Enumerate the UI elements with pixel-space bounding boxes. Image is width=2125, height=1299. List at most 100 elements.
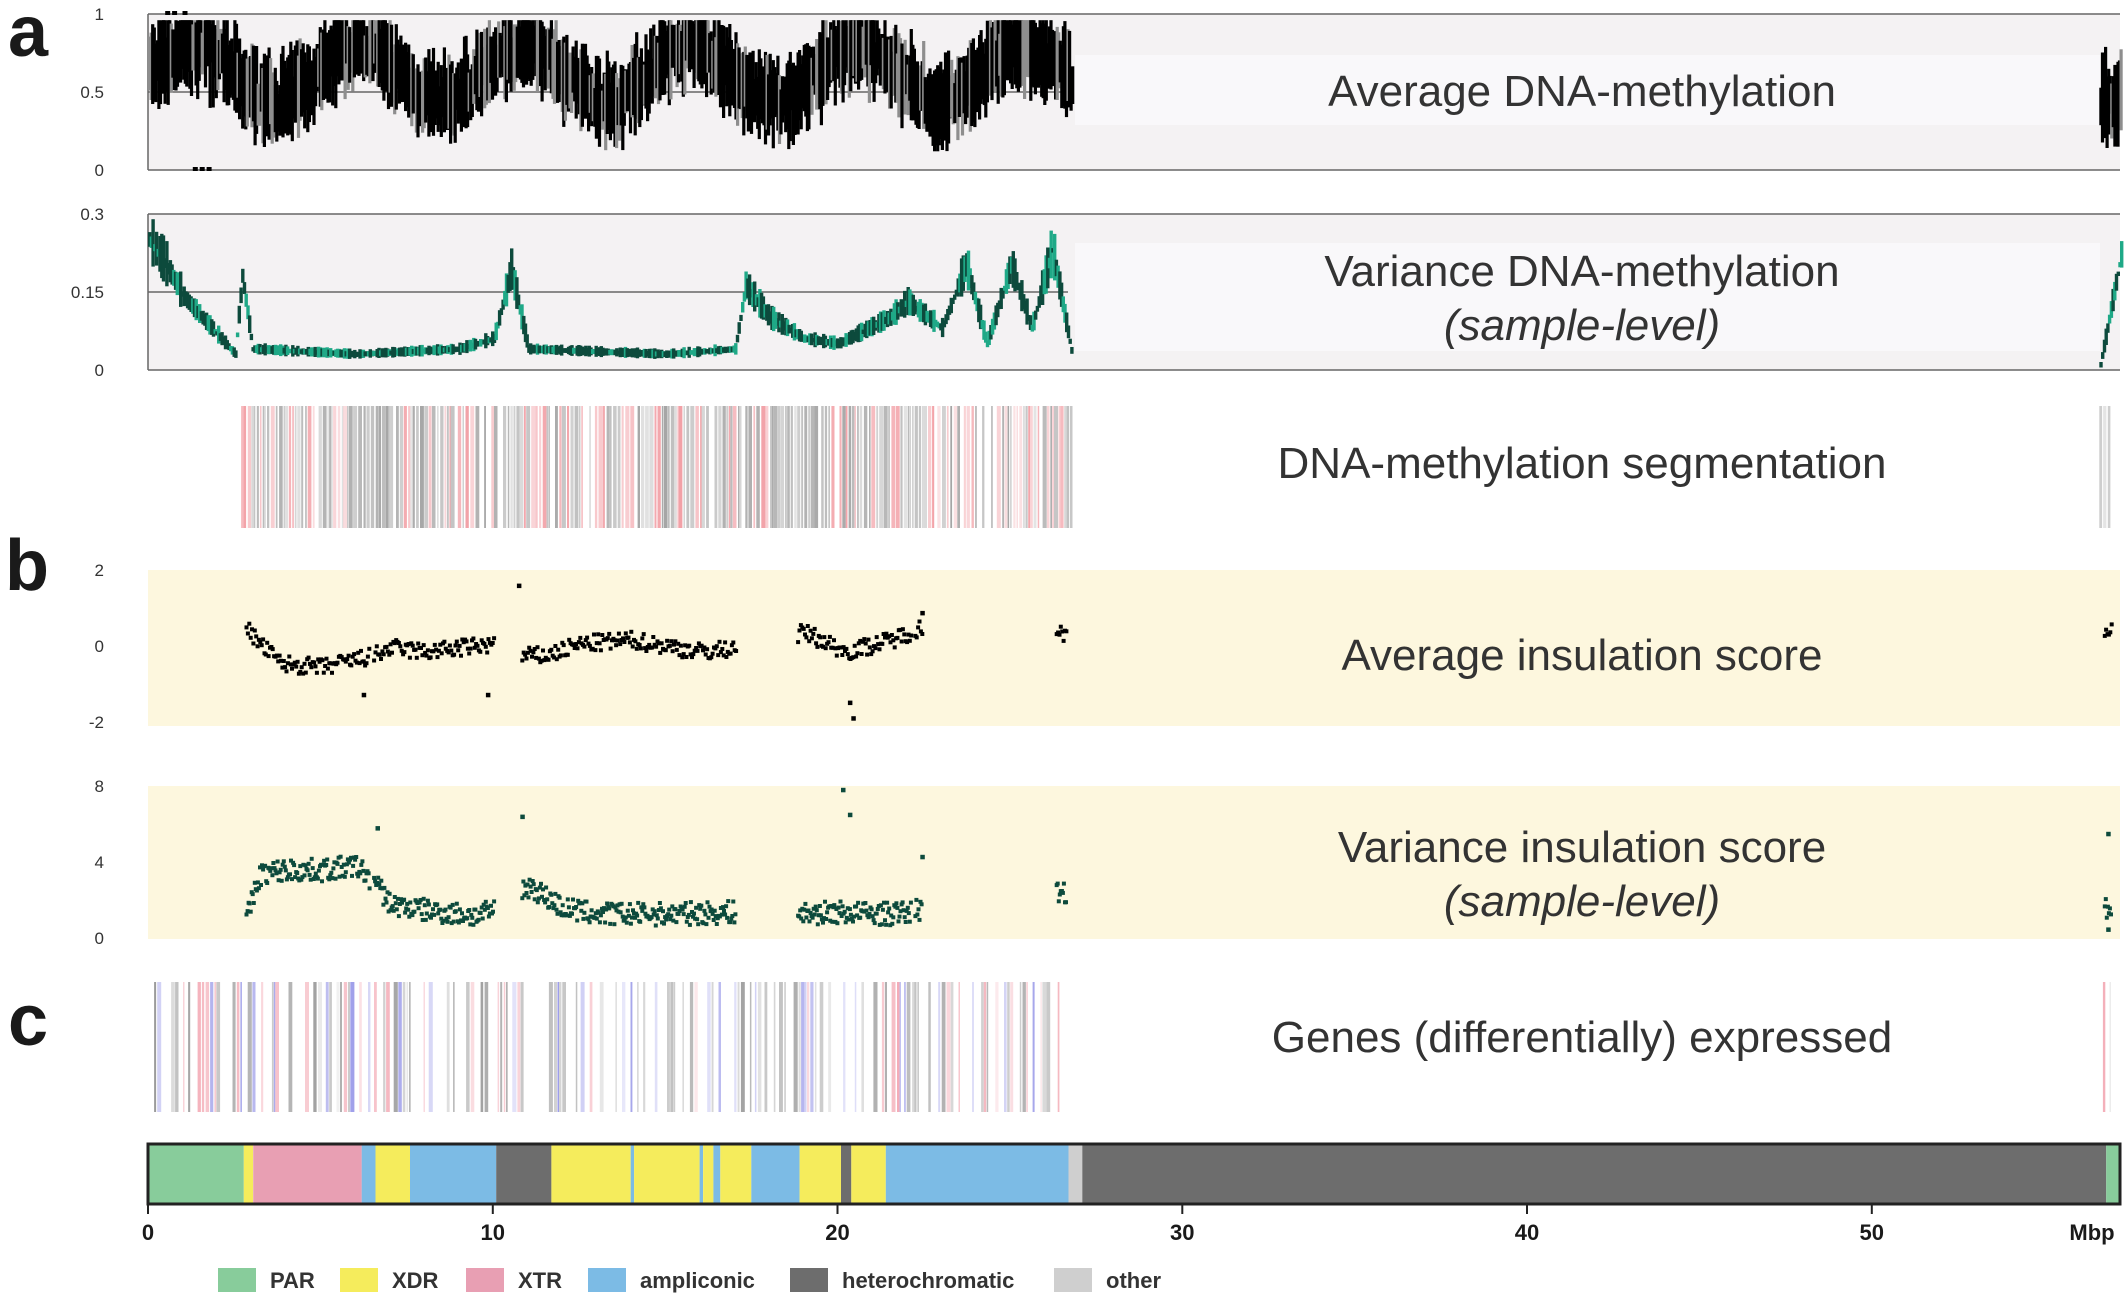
avg-ins-point bbox=[401, 652, 406, 657]
avg-ins-point bbox=[621, 636, 625, 641]
var-ins-point bbox=[914, 897, 919, 902]
var-ins-point bbox=[430, 912, 434, 917]
seg-stripe bbox=[570, 406, 574, 528]
var-ins-point bbox=[692, 911, 696, 916]
var-ins-point bbox=[439, 916, 444, 921]
avg-meth-mark bbox=[830, 29, 834, 81]
var-ins-point bbox=[422, 903, 427, 908]
seg-stripe bbox=[676, 406, 679, 528]
var-ins-point bbox=[385, 890, 390, 895]
var-meth-mark bbox=[996, 302, 1000, 318]
avg-meth-mark bbox=[1012, 20, 1016, 68]
var-ins-point bbox=[856, 900, 861, 905]
avg-ins-point bbox=[608, 646, 613, 651]
var-ins-point bbox=[846, 917, 851, 922]
var-ins-point bbox=[586, 917, 591, 922]
var-meth-mark bbox=[954, 289, 959, 296]
var-meth-mark bbox=[211, 321, 216, 337]
var-meth-mark bbox=[316, 346, 321, 358]
var-ins-point bbox=[582, 910, 587, 915]
var-ins-point bbox=[841, 787, 846, 793]
var-meth-mark bbox=[972, 282, 976, 301]
var-ins-point bbox=[492, 899, 497, 904]
avg-ins-point bbox=[524, 656, 529, 661]
var-ins-point bbox=[551, 906, 556, 911]
var-meth-mark bbox=[868, 320, 872, 336]
avg-ins-point bbox=[644, 649, 649, 653]
avg-ins-point bbox=[285, 661, 290, 666]
seg-stripe bbox=[594, 406, 598, 528]
var-ins-point bbox=[284, 877, 289, 882]
var-meth-mark bbox=[223, 335, 228, 350]
gene-stripe bbox=[580, 982, 585, 1112]
avg-ins-point bbox=[365, 654, 370, 659]
avg-ins-point bbox=[858, 638, 863, 643]
avg-ins-point bbox=[541, 648, 545, 653]
var-ins-point bbox=[886, 910, 891, 915]
avg-ins-point bbox=[532, 647, 537, 651]
var-meth-mark bbox=[2102, 339, 2107, 353]
var-ins-point bbox=[337, 874, 342, 879]
var-ins-point bbox=[407, 914, 412, 919]
gene-stripe bbox=[423, 982, 425, 1112]
var-ins-point bbox=[478, 911, 483, 915]
gene-stripe bbox=[630, 982, 633, 1112]
avg-ins-point bbox=[483, 644, 488, 649]
avg-meth-mark bbox=[245, 58, 249, 127]
avg-ins-point bbox=[308, 661, 312, 666]
var-ins-bg bbox=[148, 786, 2120, 939]
var-ins-point bbox=[705, 900, 710, 905]
var-meth-mark bbox=[970, 275, 974, 295]
var-meth-mark bbox=[890, 311, 895, 321]
avg-meth-mark bbox=[810, 57, 814, 115]
var-ins-point bbox=[361, 868, 366, 873]
avg-ins-point bbox=[876, 642, 881, 647]
avg-ins-point bbox=[276, 659, 281, 664]
avg-meth-mark bbox=[906, 64, 910, 116]
region-par bbox=[148, 1144, 244, 1204]
avg-ins-point bbox=[659, 641, 664, 646]
var-meth-mark bbox=[882, 310, 886, 331]
seg-stripe bbox=[787, 406, 790, 528]
avg-ins-point bbox=[549, 647, 554, 652]
gene-stripe bbox=[779, 982, 783, 1112]
avg-ins-point bbox=[683, 643, 688, 648]
gene-stripe bbox=[503, 982, 506, 1112]
var-ins-point bbox=[918, 899, 923, 904]
seg-stripe bbox=[630, 406, 635, 528]
gene-stripe bbox=[1057, 982, 1060, 1112]
var-ins-point bbox=[729, 916, 734, 921]
var-ins-point bbox=[520, 896, 525, 901]
var-meth-mark bbox=[346, 348, 350, 359]
var-ins-point bbox=[329, 870, 334, 875]
var-ins-point bbox=[277, 870, 282, 875]
var-ins-point bbox=[245, 909, 250, 914]
avg-ins-point bbox=[258, 640, 263, 645]
seg-stripe bbox=[814, 406, 819, 528]
var-ins-point bbox=[552, 903, 557, 908]
avg-ins-point bbox=[728, 651, 733, 656]
legend-swatch-xtr bbox=[466, 1268, 504, 1292]
var-ins-point bbox=[451, 919, 456, 924]
subtitle-var-meth: (sample-level) bbox=[1444, 301, 1720, 350]
gene-stripe bbox=[575, 982, 578, 1112]
seg-stripe bbox=[1016, 406, 1018, 528]
var-meth-mark bbox=[513, 270, 517, 301]
avg-ins-point bbox=[317, 659, 322, 664]
avg-ins-point bbox=[361, 659, 366, 664]
var-ins-point bbox=[486, 914, 491, 919]
seg-stripe bbox=[251, 406, 254, 528]
avg-ins-point bbox=[292, 660, 297, 665]
var-meth-mark bbox=[716, 346, 721, 355]
var-ins-point bbox=[421, 896, 426, 901]
seg-stripe bbox=[661, 406, 664, 528]
var-ins-point bbox=[835, 921, 840, 926]
var-meth-mark bbox=[773, 311, 778, 329]
avg-meth-mark bbox=[182, 11, 188, 15]
var-ins-point bbox=[799, 916, 804, 921]
var-ins-point bbox=[916, 907, 921, 912]
avg-ins-point bbox=[815, 644, 820, 649]
seg-stripe bbox=[773, 406, 778, 528]
x-tick-label: 0 bbox=[142, 1220, 154, 1245]
avg-ins-point bbox=[313, 664, 318, 669]
